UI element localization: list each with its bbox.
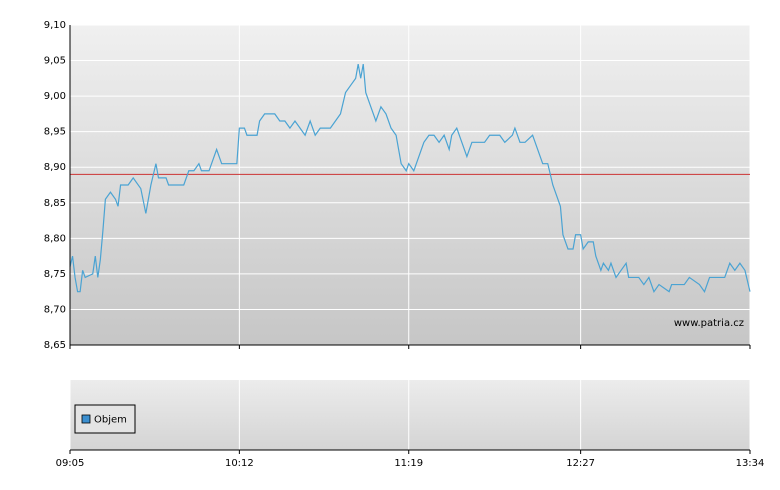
y-tick-label: 8,80 — [44, 233, 66, 244]
x-tick-label: 11:19 — [394, 458, 423, 469]
y-tick-label: 8,85 — [44, 198, 66, 209]
y-tick-label: 8,70 — [44, 304, 66, 315]
y-tick-label: 8,95 — [44, 127, 66, 138]
x-tick-label: 09:05 — [56, 458, 85, 469]
legend-swatch — [81, 414, 91, 424]
y-tick-label: 8,75 — [44, 269, 66, 280]
y-tick-label: 9,00 — [44, 91, 66, 102]
volume-area — [70, 380, 750, 450]
x-tick-label: 10:12 — [225, 458, 254, 469]
y-tick-label: 9,05 — [44, 56, 66, 67]
x-tick-label: 13:34 — [736, 458, 765, 469]
watermark: www.patria.cz — [674, 318, 744, 329]
y-tick-label: 9,10 — [44, 20, 66, 31]
legend-label: Objem — [94, 415, 127, 426]
y-tick-label: 8,65 — [44, 340, 66, 351]
y-tick-label: 8,90 — [44, 162, 66, 173]
x-tick-label: 12:27 — [566, 458, 595, 469]
price-line — [69, 64, 751, 293]
